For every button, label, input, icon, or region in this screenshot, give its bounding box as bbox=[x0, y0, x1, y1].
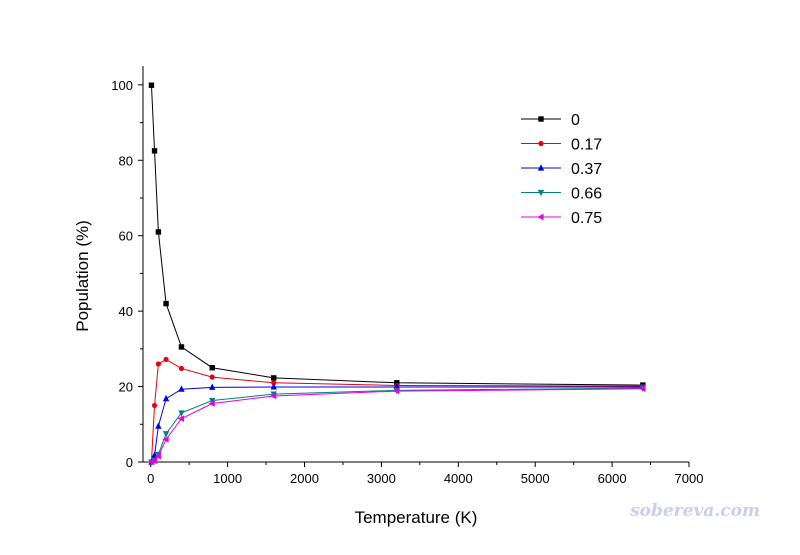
data-point bbox=[392, 387, 400, 395]
legend-label: 0.37 bbox=[571, 161, 602, 178]
data-point bbox=[154, 453, 161, 460]
data-point bbox=[270, 383, 277, 390]
y-tick-label: 20 bbox=[119, 380, 133, 395]
data-point bbox=[162, 394, 170, 402]
legend-marker bbox=[537, 189, 545, 197]
x-tick-label: 2000 bbox=[290, 471, 319, 486]
y-tick-label: 80 bbox=[119, 153, 133, 168]
legend-label: 0.66 bbox=[571, 186, 602, 203]
data-point bbox=[209, 383, 216, 390]
x-axis-title: Temperature (K) bbox=[355, 508, 478, 527]
data-point bbox=[177, 415, 185, 422]
x-tick-label: 1000 bbox=[213, 471, 242, 486]
data-point bbox=[148, 82, 155, 88]
series-0 bbox=[148, 82, 646, 388]
series-line bbox=[150, 85, 643, 386]
series-0.75 bbox=[147, 385, 646, 466]
data-point bbox=[178, 385, 185, 392]
legend-marker bbox=[538, 116, 544, 122]
x-tick-label: 4000 bbox=[444, 471, 473, 486]
y-tick-label: 40 bbox=[119, 304, 133, 319]
data-point bbox=[155, 229, 162, 235]
x-tick-label: 7000 bbox=[675, 471, 704, 486]
x-tick-label: 0 bbox=[147, 471, 154, 486]
data-point bbox=[178, 410, 185, 417]
data-point bbox=[162, 436, 169, 443]
data-point bbox=[162, 431, 170, 438]
legend-label: 0.75 bbox=[571, 210, 602, 227]
data-point bbox=[163, 356, 169, 363]
data-point bbox=[151, 402, 158, 409]
legend-entry: 0 bbox=[521, 112, 580, 129]
data-point bbox=[155, 422, 162, 429]
legend-entry: 0.75 bbox=[521, 210, 602, 227]
data-point bbox=[639, 385, 646, 393]
series-line bbox=[151, 387, 643, 463]
data-point bbox=[155, 361, 161, 367]
y-tick-label: 100 bbox=[111, 78, 133, 93]
legend-marker bbox=[537, 164, 545, 171]
series-line bbox=[150, 358, 643, 462]
legend-marker bbox=[538, 140, 544, 147]
y-tick-label: 0 bbox=[126, 455, 133, 470]
series-line bbox=[151, 386, 643, 463]
legend: 0 0.17 0.37 0.66 0.75 bbox=[521, 112, 602, 227]
y-axis-title: Population (%) bbox=[73, 220, 92, 332]
series-0.37 bbox=[148, 383, 647, 465]
legend-label: 0 bbox=[571, 112, 580, 129]
series-layer bbox=[147, 82, 647, 466]
data-point bbox=[269, 392, 277, 400]
series-line bbox=[151, 388, 643, 463]
x-tick-label: 6000 bbox=[598, 471, 627, 486]
legend-marker bbox=[537, 213, 544, 221]
data-point bbox=[150, 457, 158, 465]
data-point bbox=[151, 148, 158, 154]
x-tick-label: 3000 bbox=[367, 471, 396, 486]
x-tick-label: 5000 bbox=[521, 471, 550, 486]
data-point bbox=[209, 397, 216, 405]
legend-label: 0.17 bbox=[571, 137, 602, 154]
legend-entry: 0.66 bbox=[521, 186, 602, 203]
y-tick-label: 60 bbox=[119, 229, 133, 244]
legend-entry: 0.37 bbox=[521, 161, 602, 178]
data-point bbox=[208, 400, 215, 407]
data-point bbox=[209, 365, 215, 371]
series-0.17 bbox=[148, 356, 646, 465]
data-point bbox=[163, 300, 169, 307]
data-point bbox=[271, 375, 277, 381]
data-point bbox=[209, 374, 215, 380]
watermark: sobereva.com bbox=[629, 501, 760, 521]
data-point bbox=[271, 380, 277, 386]
data-point bbox=[178, 344, 185, 350]
legend-entry: 0.17 bbox=[521, 137, 602, 154]
series-0.66 bbox=[148, 385, 647, 466]
data-point bbox=[394, 380, 400, 386]
data-point bbox=[178, 365, 185, 372]
axis-ticks: 0 1000 2000 3000 4000 5000 6000 700002040608010… bbox=[111, 66, 703, 486]
